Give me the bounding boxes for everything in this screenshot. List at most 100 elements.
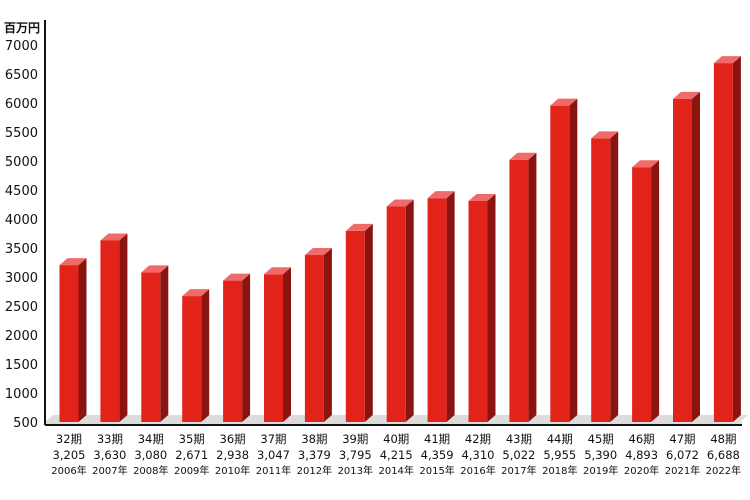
bar-value-label: 2,671 xyxy=(175,448,208,462)
bar-top-face xyxy=(264,267,291,275)
bar-value-label: 4,310 xyxy=(462,448,495,462)
bar-side-face xyxy=(405,199,414,422)
bar-side-face xyxy=(487,194,496,422)
bar xyxy=(345,223,373,422)
y-tick-label: 3500 xyxy=(5,242,38,257)
bar-front-face xyxy=(673,98,692,422)
bar-value-label: 3,795 xyxy=(339,448,372,462)
bar-front-face xyxy=(223,280,243,422)
bar-value-label: 5,390 xyxy=(584,448,617,462)
bar-top-face xyxy=(141,265,169,273)
y-tick-label: 1000 xyxy=(5,387,38,402)
x-category-label: 32期 xyxy=(56,432,82,446)
bar-top-face xyxy=(182,289,210,297)
x-category-label: 45期 xyxy=(588,432,614,446)
bar xyxy=(100,233,128,422)
bar-value-label: 4,215 xyxy=(380,448,413,462)
bar-value-label: 3,379 xyxy=(298,448,331,462)
bar xyxy=(223,273,251,422)
x-year-label: 2013年 xyxy=(338,464,373,477)
x-category-label: 39期 xyxy=(342,432,368,446)
x-year-label: 2016年 xyxy=(460,464,495,477)
x-year-label: 2014年 xyxy=(378,464,413,477)
bar xyxy=(59,258,87,422)
bar-value-label: 3,047 xyxy=(257,448,290,462)
bar-top-face xyxy=(100,233,128,241)
bar-side-face xyxy=(692,91,700,422)
bar-front-face xyxy=(264,274,283,422)
x-category-label: 38期 xyxy=(301,432,327,446)
bar xyxy=(550,98,578,423)
bar-side-face xyxy=(283,267,291,422)
bar-side-face xyxy=(446,191,455,422)
y-tick-label: 2000 xyxy=(5,329,38,344)
bar-front-face xyxy=(468,201,488,422)
bar xyxy=(264,267,291,422)
bar-top-face xyxy=(591,131,619,139)
bar-value-label: 3,080 xyxy=(134,448,167,462)
bar-top-face xyxy=(59,258,87,266)
y-tick-label: 3000 xyxy=(5,271,38,286)
bar-value-label: 3,205 xyxy=(53,448,86,462)
x-category-label: 36期 xyxy=(220,432,246,446)
y-tick-label: 4000 xyxy=(5,213,38,228)
bar-side-face xyxy=(323,248,332,422)
bar-top-face xyxy=(509,152,537,160)
x-category-label: 37期 xyxy=(260,432,286,446)
bar-side-face xyxy=(78,258,87,422)
x-year-label: 2017年 xyxy=(501,464,536,477)
bar-top-face xyxy=(223,273,251,281)
y-tick-label: 500 xyxy=(13,416,38,431)
bar-front-face xyxy=(550,105,570,423)
bar-top-face xyxy=(550,98,578,106)
bar-side-face xyxy=(528,152,537,422)
bar-top-face xyxy=(468,194,496,202)
y-tick-label: 5500 xyxy=(5,126,38,141)
y-tick-label: 7000 xyxy=(5,39,38,54)
x-year-label: 2018年 xyxy=(542,464,577,477)
bar-side-face xyxy=(610,131,619,422)
x-year-label: 2022年 xyxy=(706,464,741,477)
bar-front-face xyxy=(591,138,611,422)
bar-side-face xyxy=(201,289,210,422)
bar xyxy=(427,191,455,422)
x-category-label: 33期 xyxy=(97,432,123,446)
y-tick-label: 6500 xyxy=(5,68,38,83)
bar-front-face xyxy=(386,206,406,422)
x-category-label: 34期 xyxy=(138,432,164,446)
bar-front-face xyxy=(509,159,529,422)
x-year-label: 2006年 xyxy=(51,464,86,477)
y-axis-unit-label: 百万円 xyxy=(4,21,40,35)
y-tick-label: 5000 xyxy=(5,155,38,170)
bar xyxy=(673,91,700,422)
bar-front-face xyxy=(141,272,161,422)
bar xyxy=(713,56,741,422)
bar-top-face xyxy=(386,199,414,207)
bar-front-face xyxy=(304,255,324,422)
bar-front-face xyxy=(427,198,447,422)
y-tick-label: 4500 xyxy=(5,184,38,199)
x-year-label: 2019年 xyxy=(583,464,618,477)
x-year-label: 2012年 xyxy=(297,464,332,477)
bar xyxy=(509,152,537,422)
bar xyxy=(386,199,414,422)
bar-top-face xyxy=(427,191,455,199)
bar-front-face xyxy=(100,240,120,422)
x-year-label: 2020年 xyxy=(624,464,659,477)
y-tick-label: 2500 xyxy=(5,300,38,315)
x-year-label: 2011年 xyxy=(256,464,291,477)
bar-front-face xyxy=(345,230,365,422)
x-category-label: 44期 xyxy=(547,432,573,446)
bar xyxy=(182,289,210,422)
bar xyxy=(632,160,660,422)
x-category-label: 42期 xyxy=(465,432,491,446)
bar-value-label: 4,359 xyxy=(421,448,454,462)
x-category-label: 48期 xyxy=(710,432,736,446)
y-tick-label: 1500 xyxy=(5,358,38,373)
chart-floor-edge xyxy=(45,422,742,425)
bar-side-face xyxy=(119,233,128,422)
bar-value-label: 5,022 xyxy=(502,448,535,462)
bar xyxy=(141,265,169,422)
